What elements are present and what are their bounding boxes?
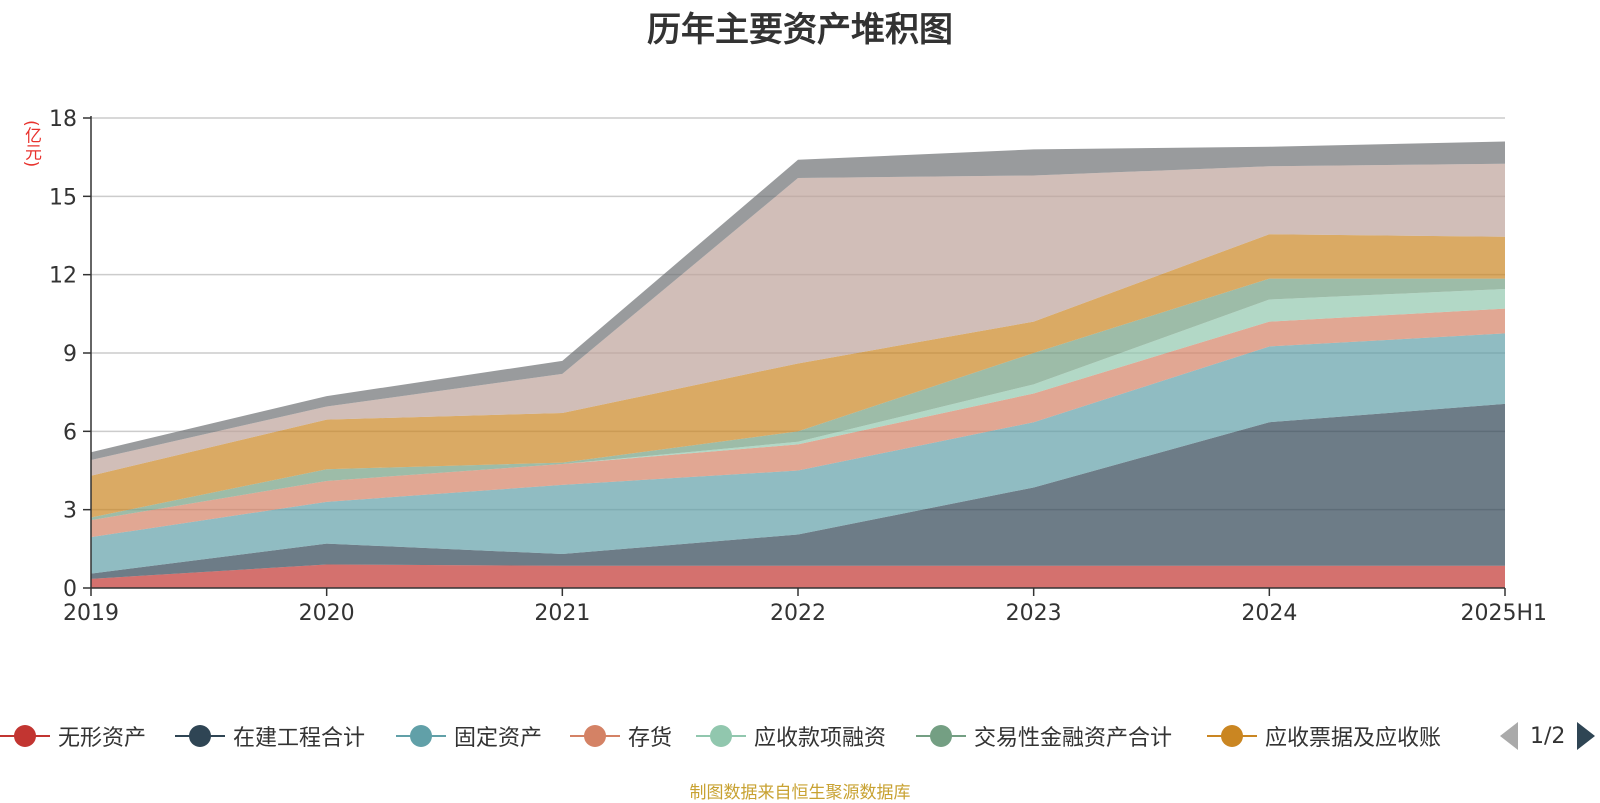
area-series-5	[91, 278, 1505, 521]
legend-dot	[189, 725, 211, 747]
area-series-8	[91, 141, 1505, 461]
legend-label: 应收款项融资	[754, 726, 887, 751]
area-series-7	[91, 163, 1505, 476]
y-tick-label: 0	[63, 577, 77, 602]
triangle-left-icon[interactable]	[1500, 722, 1518, 750]
legend-label: 应收票据及应收账	[1265, 726, 1442, 751]
legend-item-wuxing-zichan[interactable]: 无形资产	[0, 718, 146, 754]
y-tick-label: 15	[49, 185, 77, 210]
y-tick-label: 6	[63, 420, 77, 445]
y-axis-unit-label: (亿元)	[21, 120, 41, 168]
legend: 无形资产 在建工程合计 固定资产 存货 应收款项融资 交易性金融资产合计 应	[0, 718, 1600, 754]
legend-label: 交易性金融资产合计	[974, 726, 1173, 751]
legend-marker-icon	[175, 718, 225, 754]
chart-title: 历年主要资产堆积图	[647, 10, 953, 50]
legend-page-indicator: 1/2	[1530, 723, 1566, 749]
y-tick-label: 3	[63, 499, 77, 524]
area-series-6	[91, 234, 1505, 518]
x-tick-label: 2023	[1006, 601, 1062, 626]
data-source-note: 制图数据来自恒生聚源数据库	[689, 783, 911, 803]
area-series-layer	[91, 141, 1505, 588]
legend-marker-icon	[696, 718, 746, 754]
legend-label: 固定资产	[454, 726, 543, 751]
legend-dot	[1221, 725, 1243, 747]
y-tick-label: 12	[49, 264, 77, 289]
legend-marker-icon	[916, 718, 966, 754]
area-series-2	[91, 333, 1505, 574]
legend-label: 存货	[628, 726, 673, 751]
x-tick-label: 2020	[299, 601, 355, 626]
legend-item-yingshou-piaoju[interactable]: 应收票据及应收账	[1207, 718, 1441, 754]
axes: 0 3 6 9 12 15 18 2019 2020 2021 2022 2023 2024 2025H1	[49, 107, 1547, 626]
legend-item-jiaoyixing-jinrong-zichan[interactable]: 交易性金融资产合计	[916, 718, 1172, 754]
area-series-1	[91, 403, 1505, 579]
legend-dot	[930, 725, 952, 747]
x-tick-label: 2024	[1241, 601, 1297, 626]
legend-label: 在建工程合计	[233, 726, 366, 751]
legend-dot	[710, 725, 732, 747]
x-tick-label: 2019	[63, 601, 119, 626]
x-tick-label: 2022	[770, 601, 826, 626]
y-tick-label: 9	[63, 342, 77, 367]
legend-marker-icon	[0, 718, 50, 754]
legend-label: 无形资产	[58, 726, 147, 751]
area-series-4	[91, 289, 1505, 521]
legend-item-yingshou-kuanxiang-rongzi[interactable]: 应收款项融资	[696, 718, 886, 754]
x-tick-label: 2021	[534, 601, 590, 626]
triangle-right-icon[interactable]	[1577, 722, 1596, 750]
legend-marker-icon	[1207, 718, 1257, 754]
x-tick-label: 2025H1	[1460, 601, 1547, 626]
legend-marker-icon	[570, 718, 620, 754]
area-series-3	[91, 308, 1505, 538]
legend-marker-icon	[396, 718, 446, 754]
legend-item-cunhuo[interactable]: 存货	[570, 718, 672, 754]
legend-dot	[410, 725, 432, 747]
legend-item-zaijian-gongcheng[interactable]: 在建工程合计	[175, 718, 365, 754]
legend-dot	[584, 725, 606, 747]
legend-pager: 1/2	[1500, 718, 1596, 754]
y-tick-label: 18	[49, 107, 77, 132]
legend-item-guding-zichan[interactable]: 固定资产	[396, 718, 542, 754]
area-series-0	[91, 564, 1505, 588]
legend-dot	[14, 725, 36, 747]
